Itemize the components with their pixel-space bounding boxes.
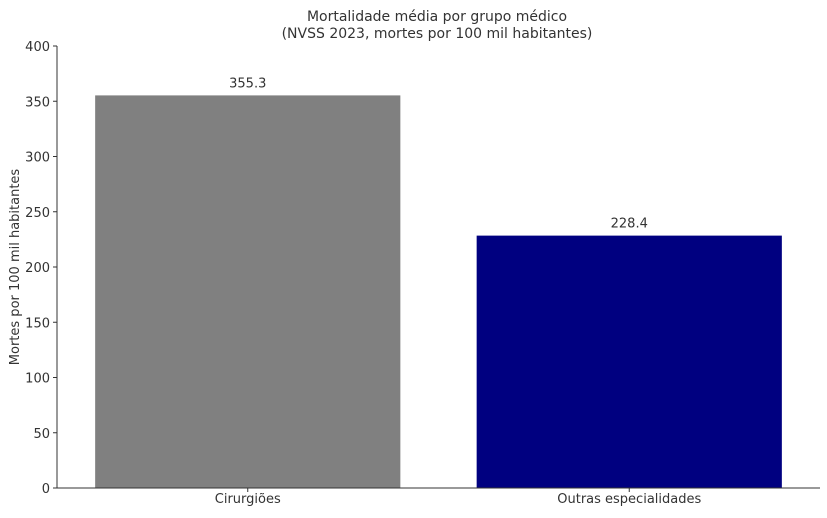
data-label: 355.3: [229, 76, 266, 91]
x-tick-label: Outras especialidades: [557, 492, 701, 507]
y-tick-label: 150: [25, 316, 50, 331]
bar: [476, 235, 782, 488]
chart-subtitle: (NVSS 2023, mortes por 100 mil habitante…: [282, 26, 593, 42]
y-tick-label: 300: [25, 151, 50, 166]
y-tick-label: 200: [25, 261, 50, 276]
y-tick-label: 50: [33, 427, 50, 442]
y-tick-label: 100: [25, 372, 50, 387]
y-tick-label: 400: [25, 40, 50, 55]
y-tick-label: 0: [42, 482, 50, 497]
y-tick-label: 250: [25, 206, 50, 221]
x-tick-label: Cirurgiões: [215, 492, 281, 507]
data-label: 228.4: [611, 217, 648, 232]
bar: [95, 95, 401, 489]
chart-title: Mortalidade média por grupo médico: [307, 9, 567, 25]
y-tick-label: 350: [25, 95, 50, 110]
y-axis-label: Mortes por 100 mil habitantes: [8, 169, 23, 366]
